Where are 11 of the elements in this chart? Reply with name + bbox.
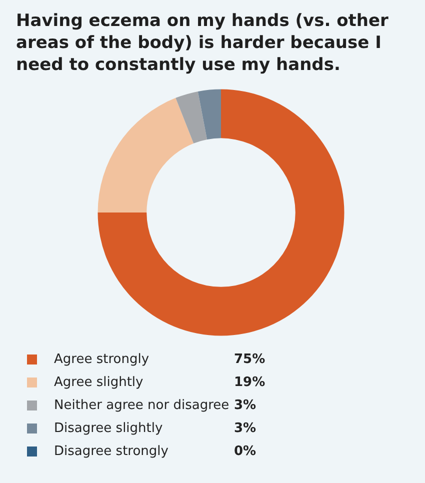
- data-label: 75%: [234, 352, 266, 367]
- legend-label: Disagree slightly: [54, 421, 163, 436]
- legend-label: Disagree strongly: [54, 444, 169, 459]
- data-label: 3%: [234, 398, 256, 413]
- legend-label: Agree slightly: [54, 375, 144, 390]
- legend-label: Neither agree nor disagree: [54, 398, 230, 413]
- text: 0%: [234, 444, 256, 459]
- data-label: 19%: [234, 375, 266, 390]
- data-label: 3%: [234, 421, 256, 436]
- chart-title: Having eczema on my hands (vs. other areas of the body) is harder because I need to constantly use my hands.: [16, 10, 390, 76]
- legend-label: Agree strongly: [54, 352, 150, 367]
